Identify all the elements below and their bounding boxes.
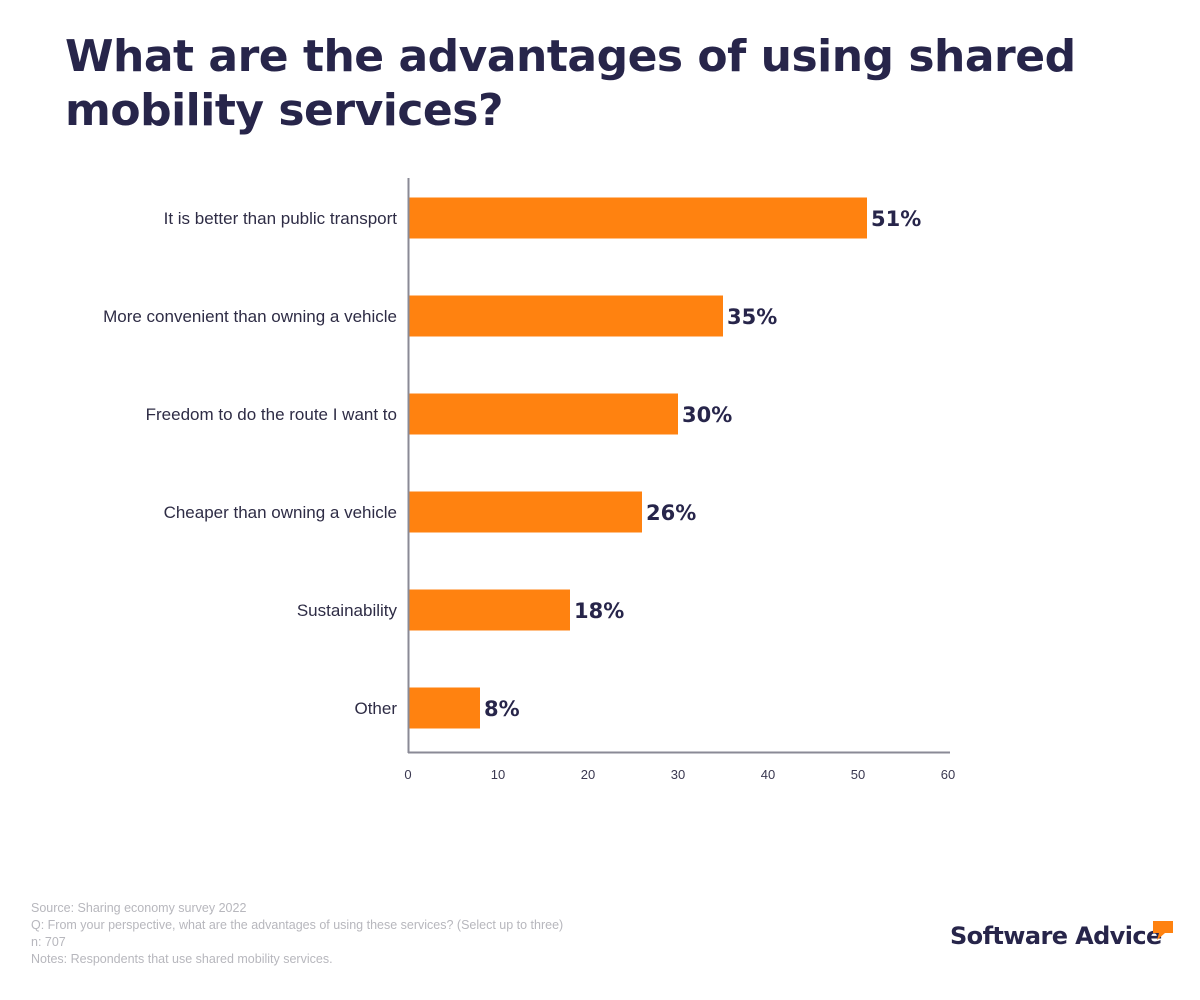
value-label: 35% [727, 305, 777, 329]
bar-chart: It is better than public transport More c… [103, 178, 955, 782]
x-tick-labels: 0 10 20 30 40 50 60 [404, 767, 955, 782]
value-label: 18% [574, 599, 624, 623]
x-tick-label: 40 [761, 767, 775, 782]
x-tick-label: 50 [851, 767, 865, 782]
category-label: It is better than public transport [164, 209, 398, 228]
x-tick-label: 30 [671, 767, 685, 782]
value-label: 8% [484, 697, 520, 721]
category-label: More convenient than owning a vehicle [103, 307, 397, 326]
bar [409, 393, 678, 435]
bar [409, 295, 723, 337]
value-label: 30% [682, 403, 732, 427]
respondents-note: Notes: Respondents that use shared mobil… [31, 952, 333, 966]
value-labels: 51% 35% 30% 26% 18% 8% [484, 207, 921, 721]
brand-logo: Software Advice [950, 918, 1180, 958]
category-label: Sustainability [297, 601, 398, 620]
bar [409, 491, 642, 533]
x-tick-label: 10 [491, 767, 505, 782]
x-tick-label: 0 [404, 767, 411, 782]
category-label: Other [354, 699, 397, 718]
category-labels: It is better than public transport More c… [103, 209, 397, 718]
bar [409, 197, 867, 239]
category-label: Freedom to do the route I want to [146, 405, 397, 424]
x-tick-label: 20 [581, 767, 595, 782]
bars-group [409, 197, 867, 729]
value-label: 51% [871, 207, 921, 231]
bar [409, 687, 480, 729]
chart-notes: Source: Sharing economy survey 2022 Q: F… [31, 900, 831, 968]
sample-size-note: n: 707 [31, 935, 66, 949]
brand-name: Software Advice [950, 922, 1162, 950]
bar [409, 589, 570, 631]
source-note: Source: Sharing economy survey 2022 [31, 901, 247, 915]
speech-bubble-icon [1153, 921, 1173, 940]
value-label: 26% [646, 501, 696, 525]
category-label: Cheaper than owning a vehicle [164, 503, 397, 522]
x-tick-label: 60 [941, 767, 955, 782]
question-note: Q: From your perspective, what are the a… [31, 918, 564, 932]
chart-title: What are the advantages of using shared … [65, 31, 1076, 136]
